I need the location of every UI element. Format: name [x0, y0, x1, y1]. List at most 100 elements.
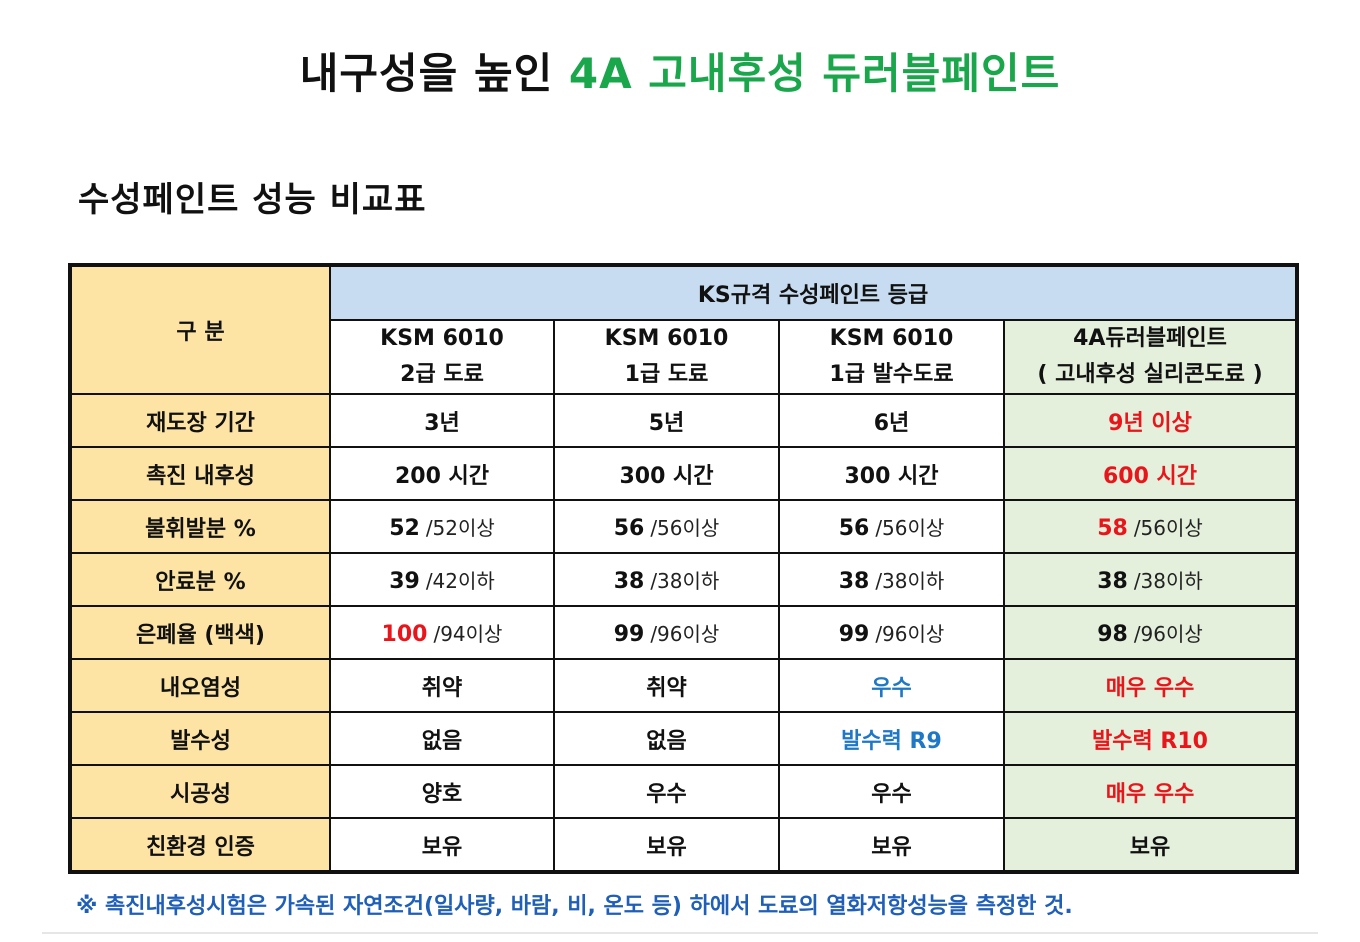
cell-value: 52 — [389, 516, 420, 541]
cell-standard: /38이하 — [650, 569, 720, 593]
table-cell: 없음 — [553, 711, 780, 766]
cell-value: 취약 — [646, 675, 687, 701]
cell-value: 매우 우수 — [1105, 675, 1195, 701]
row-label: 친환경 인증 — [69, 817, 331, 873]
cell-value: 98 — [1097, 622, 1128, 647]
table-cell: 38/38이하 — [778, 552, 1005, 607]
table-cell: 300 시간 — [778, 446, 1005, 501]
table-cell: 취약 — [553, 658, 780, 713]
cell-value: 양호 — [421, 781, 463, 807]
cell-standard: /96이상 — [1133, 622, 1203, 646]
column-header-line1: KSM 6010 — [829, 326, 954, 351]
table-cell: 200 시간 — [329, 446, 555, 501]
row-label: 발수성 — [69, 711, 331, 766]
cell-standard: /52이상 — [425, 516, 495, 540]
cell-value: 600 시간 — [1102, 463, 1198, 489]
column-header-line1: 4A듀러블페인트 — [1073, 326, 1227, 351]
cell-standard: /38이하 — [1133, 569, 1203, 593]
column-header-1: KSM 6010 2급 도료 — [329, 319, 555, 395]
cell-standard: /56이상 — [650, 516, 720, 540]
row-label: 안료분 % — [69, 552, 331, 607]
table-cell: 58/56이상 — [1003, 499, 1298, 554]
table-cell: 매우 우수 — [1003, 764, 1298, 819]
table-cell: 9년 이상 — [1003, 393, 1298, 448]
cell-standard: /94이상 — [433, 622, 503, 646]
column-header-line2: 1급 도료 — [624, 362, 709, 387]
cell-value: 3년 — [424, 410, 460, 436]
table-cell: 5년 — [553, 393, 780, 448]
comparison-table: 구 분 KS규격 수성페인트 등급 KSM 6010 2급 도료 KSM 601… — [68, 263, 1299, 874]
cell-value: 5년 — [648, 410, 685, 436]
row-label: 시공성 — [69, 764, 331, 819]
table-cell: 56/56이상 — [553, 499, 780, 554]
table-cell: 보유 — [778, 817, 1005, 873]
cell-standard: /96이상 — [650, 622, 720, 646]
cell-value: 300 시간 — [844, 463, 939, 489]
header-row-group: 구 분 KS규격 수성페인트 등급 — [69, 264, 1298, 395]
cell-value: 보유 — [646, 834, 687, 860]
headline-prefix: 내구성을 높인 — [299, 49, 554, 98]
table-cell: 600 시간 — [1003, 446, 1298, 501]
cell-value: 58 — [1097, 516, 1128, 541]
cell-value: 우수 — [871, 675, 912, 701]
table-cell: 100/94이상 — [329, 605, 555, 660]
cell-value: 38 — [613, 569, 645, 594]
table-row: 친환경 인증 보유 보유 보유 보유 — [69, 817, 1298, 873]
cell-value: 200 시간 — [394, 463, 490, 489]
row-label: 내오염성 — [69, 658, 331, 713]
table-title: 수성페인트 성능 비교표 — [78, 180, 427, 220]
cell-value: 100 — [381, 622, 428, 647]
table-cell: 300 시간 — [553, 446, 780, 501]
column-header-line2: 2급 도료 — [400, 362, 484, 387]
cell-standard: /56이상 — [1133, 516, 1203, 540]
table-cell: 발수력 R10 — [1003, 711, 1298, 766]
row-label: 불휘발분 % — [69, 499, 331, 554]
cell-value: 보유 — [1129, 834, 1171, 860]
cell-value: 우수 — [871, 781, 912, 807]
cell-value: 56 — [838, 516, 870, 541]
cell-value: 취약 — [421, 675, 463, 701]
column-header-line1: KSM 6010 — [380, 326, 504, 351]
table-cell: 52/52이상 — [329, 499, 555, 554]
table-cell: 98/96이상 — [1003, 605, 1298, 660]
cell-value: 보유 — [421, 834, 463, 860]
bottom-divider — [42, 932, 1318, 934]
cell-value: 99 — [613, 622, 645, 647]
comparison-table-body: 구 분 KS규격 수성페인트 등급 KSM 6010 2급 도료 KSM 601… — [69, 264, 1298, 873]
table-cell: 38/38이하 — [553, 552, 780, 607]
cell-value: 보유 — [871, 834, 912, 860]
column-header-line2: 1급 발수도료 — [829, 362, 954, 387]
table-cell: 56/56이상 — [778, 499, 1005, 554]
cell-value: 39 — [389, 569, 420, 594]
column-header-4: 4A듀러블페인트 ( 고내후성 실리콘도료 ) — [1003, 319, 1298, 395]
table-row: 불휘발분 % 52/52이상 56/56이상 56/56이상 58/56이상 — [69, 499, 1298, 554]
headline-accent: 4A 고내후성 듀러블페인트 — [568, 49, 1061, 98]
table-row: 은폐율 (백색) 100/94이상 99/96이상 99/96이상 98/96이상 — [69, 605, 1298, 660]
table-cell: 보유 — [329, 817, 555, 873]
table-cell: 우수 — [553, 764, 780, 819]
table-cell: 우수 — [778, 764, 1005, 819]
table-row: 시공성 양호 우수 우수 매우 우수 — [69, 764, 1298, 819]
cell-standard: /42이하 — [425, 569, 495, 593]
table-cell: 38/38이하 — [1003, 552, 1298, 607]
table-cell: 6년 — [778, 393, 1005, 448]
table-cell: 취약 — [329, 658, 555, 713]
cell-value: 300 시간 — [619, 463, 714, 489]
cell-value: 없음 — [421, 728, 463, 754]
cell-value: 우수 — [646, 781, 687, 807]
row-label: 은폐율 (백색) — [69, 605, 331, 660]
cell-standard: /56이상 — [875, 516, 945, 540]
group-header: KS규격 수성페인트 등급 — [329, 264, 1298, 321]
table-cell: 발수력 R9 — [778, 711, 1005, 766]
cell-value: 56 — [613, 516, 645, 541]
row-label: 재도장 기간 — [69, 393, 331, 448]
table-row: 안료분 % 39/42이하 38/38이하 38/38이하 38/38이하 — [69, 552, 1298, 607]
corner-label: 구 분 — [69, 264, 331, 395]
cell-value: 99 — [838, 622, 870, 647]
table-row: 촉진 내후성 200 시간 300 시간 300 시간 600 시간 — [69, 446, 1298, 501]
header-row-columns: KSM 6010 2급 도료 KSM 6010 1급 도료 KSM 6010 1… — [70, 319, 1298, 395]
table-cell: 99/96이상 — [553, 605, 780, 660]
table-cell: 39/42이하 — [329, 552, 555, 607]
cell-value: 발수력 R10 — [1092, 728, 1208, 754]
cell-value: 없음 — [646, 728, 687, 754]
